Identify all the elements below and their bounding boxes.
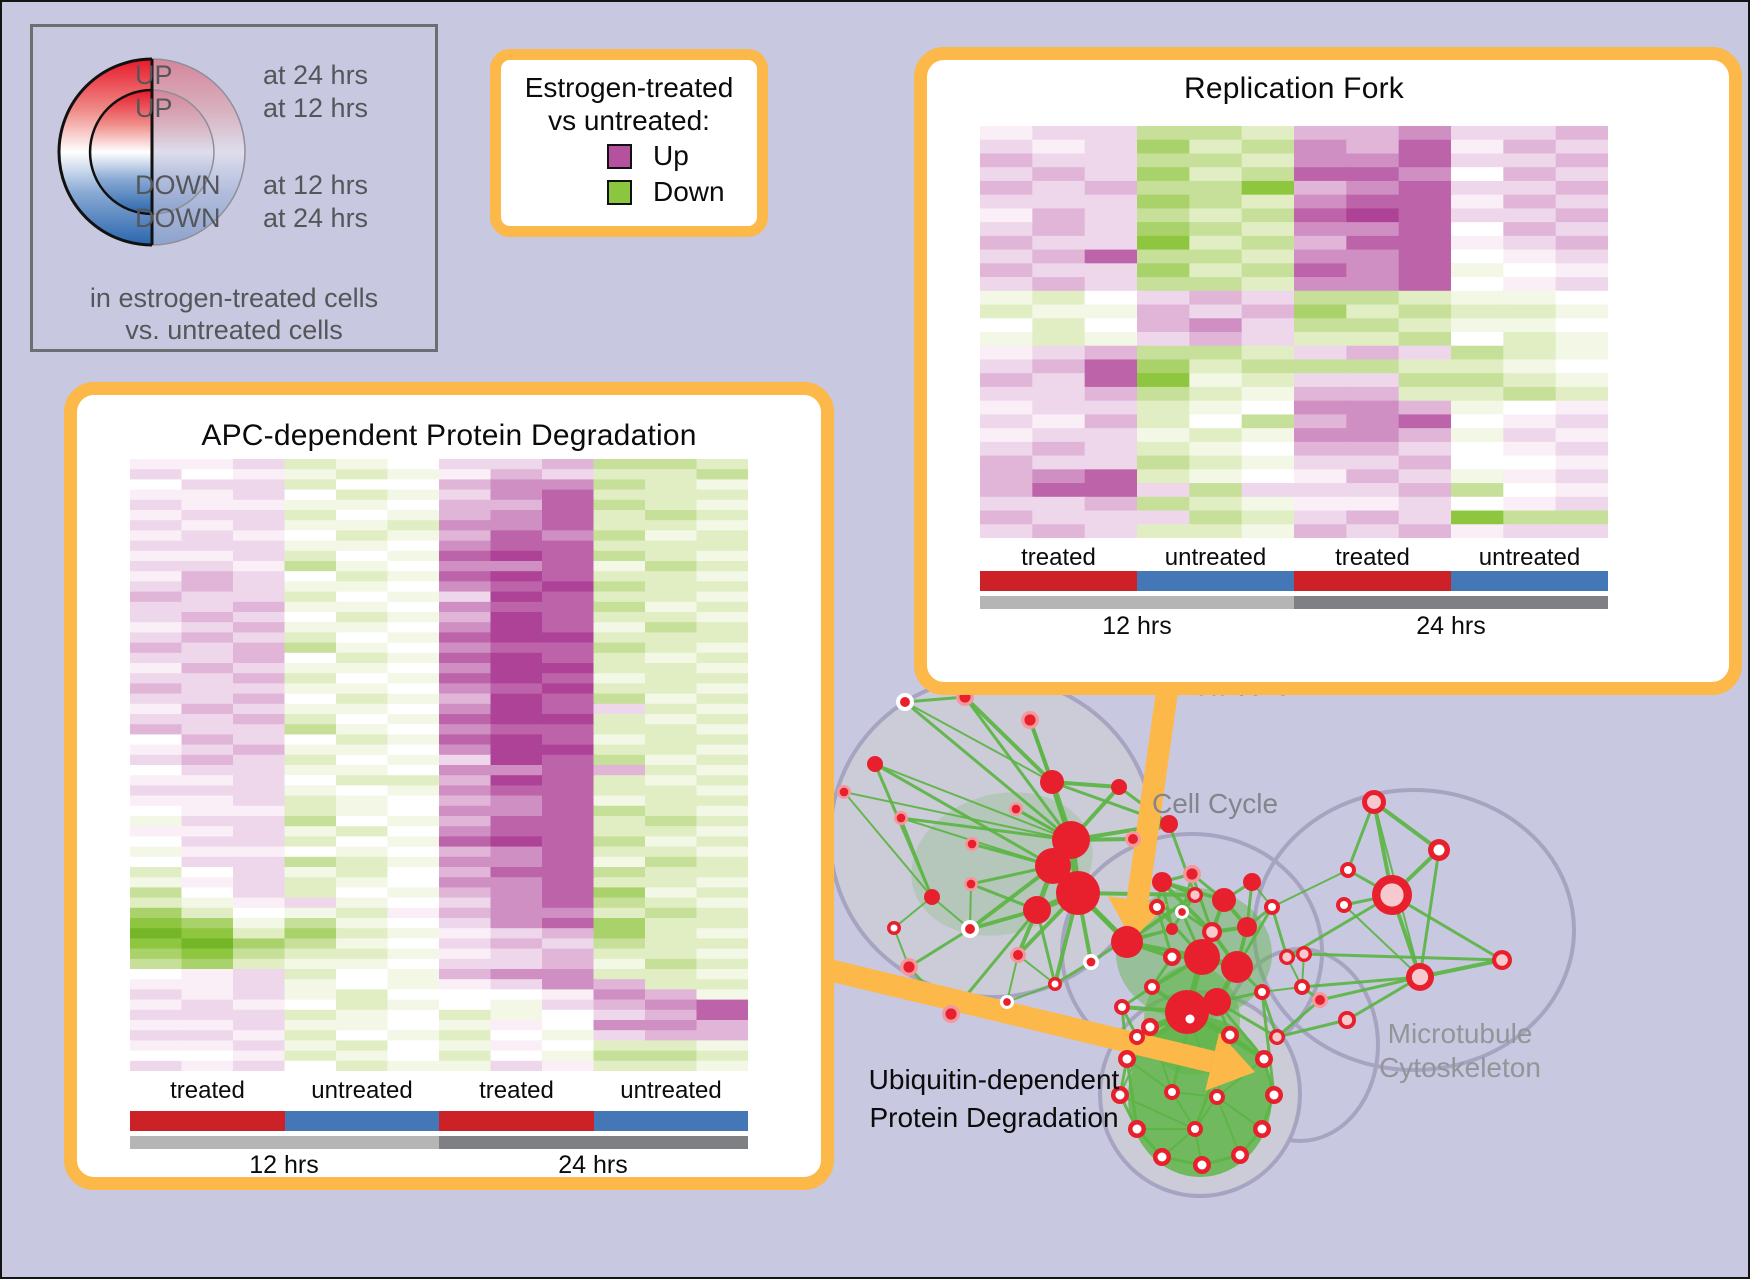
rf-group-untreated-12: untreated [1164, 544, 1267, 571]
key-note-line1: in estrogen-treated cells [89, 283, 379, 313]
apc-24hrs-label: 24 hrs [558, 1151, 628, 1179]
key-dir-up-24: UP [135, 60, 173, 90]
rf-bar-untreated-24 [1451, 571, 1608, 591]
up-label: Up [653, 140, 689, 171]
rf-bar-untreated-12 [1137, 571, 1294, 591]
replication-fork-panel: Replication Fork treated untreated treat… [914, 47, 1742, 695]
up-down-circle-key [57, 57, 246, 247]
cluster-label-cytoskeleton: Cytoskeleton [1379, 1052, 1541, 1083]
key-time-down-24: at 24 hrs [263, 203, 369, 233]
rf-bar-treated-24 [1294, 571, 1451, 591]
apc-bar-treated-12 [130, 1111, 285, 1131]
apc-bar-24hrs [439, 1136, 748, 1149]
rf-group-treated-24: treated [1335, 544, 1410, 571]
cluster-label-ubiquitin-line1: Ubiquitin-dependent [868, 1064, 1120, 1095]
key-dir-up-12: UP [135, 93, 173, 123]
rf-bar-12hrs [980, 596, 1294, 609]
apc-panel: APC-dependent Protein Degradation treate… [64, 382, 834, 1190]
estrogen-legend-box: Estrogen-treated vs untreated: Up Down [490, 49, 768, 237]
key-note-line2: vs. untreated cells [125, 315, 343, 345]
apc-bar-untreated-24 [594, 1111, 748, 1131]
apc-bar-12hrs [130, 1136, 439, 1149]
key-time-24: at 24 hrs [263, 60, 369, 90]
cluster-label-microtubule: Microtubule [1387, 1018, 1533, 1049]
rf-heatmap [980, 126, 1608, 538]
apc-group-untreated-24: untreated [620, 1077, 722, 1104]
apc-heatmap [130, 459, 748, 1071]
cluster-label-ubiquitin-line2: Protein Degradation [869, 1102, 1119, 1133]
apc-group-treated-12: treated [170, 1077, 245, 1104]
color-key-legend-box: UP at 24 hrs UP at 12 hrs DOWN at 12 hrs… [30, 24, 438, 352]
apc-bar-treated-24 [439, 1111, 594, 1131]
replication-fork-title: Replication Fork [1184, 72, 1404, 105]
estrogen-legend-title-line1: Estrogen-treated [524, 72, 734, 103]
apc-title: APC-dependent Protein Degradation [201, 419, 697, 452]
rf-group-treated-12: treated [1021, 544, 1096, 571]
cluster-label-cell-cycle: Cell Cycle [1151, 788, 1279, 819]
down-color-swatch [607, 180, 632, 205]
up-color-swatch [607, 144, 632, 169]
rf-12hrs-label: 12 hrs [1102, 612, 1172, 640]
rf-24hrs-label: 24 hrs [1416, 612, 1486, 640]
down-label: Down [653, 176, 725, 207]
apc-12hrs-label: 12 hrs [249, 1151, 319, 1179]
rf-group-untreated-24: untreated [1478, 544, 1581, 571]
apc-group-untreated-12: untreated [311, 1077, 413, 1104]
rf-bar-24hrs [1294, 596, 1608, 609]
key-dir-down-24: DOWN [135, 203, 221, 233]
rf-bar-treated-12 [980, 571, 1137, 591]
key-dir-down-12: DOWN [135, 170, 221, 200]
apc-group-treated-24: treated [479, 1077, 554, 1104]
key-time-down-12: at 12 hrs [263, 170, 369, 200]
key-time-12: at 12 hrs [263, 93, 369, 123]
estrogen-legend-title-line2: vs untreated: [548, 105, 710, 136]
network-nodes [837, 688, 1512, 1174]
apc-bar-untreated-12 [285, 1111, 439, 1131]
